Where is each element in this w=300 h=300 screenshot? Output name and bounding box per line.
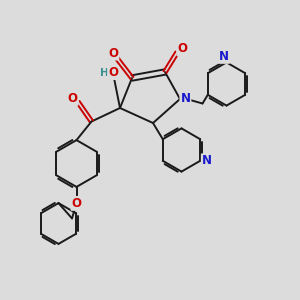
Text: N: N bbox=[202, 154, 212, 167]
Text: O: O bbox=[71, 197, 82, 210]
Text: O: O bbox=[177, 42, 188, 56]
Text: H: H bbox=[100, 68, 109, 78]
Text: O: O bbox=[108, 66, 118, 79]
Text: N: N bbox=[219, 50, 229, 63]
Text: O: O bbox=[108, 46, 118, 60]
Text: N: N bbox=[180, 92, 190, 106]
Text: O: O bbox=[68, 92, 78, 105]
